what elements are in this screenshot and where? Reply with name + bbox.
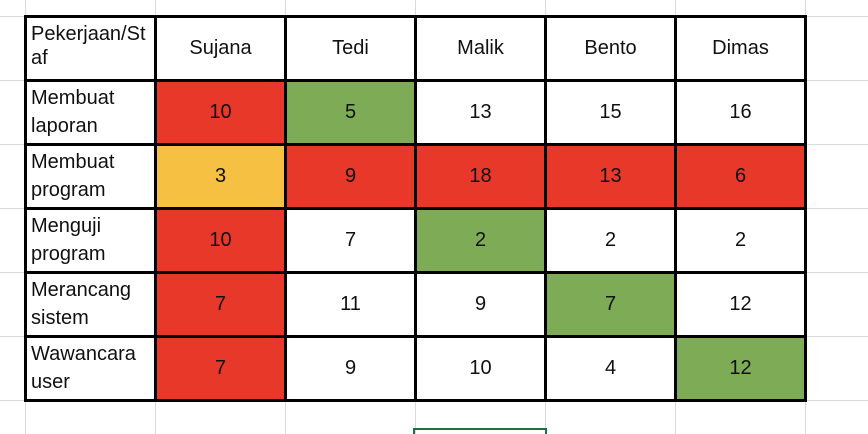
value-cell[interactable]: 12	[674, 335, 807, 402]
value-text: 13	[469, 101, 492, 123]
table-row: Merancang sistem 7 11 9 7 12	[24, 271, 807, 338]
value-cell[interactable]: 7	[154, 271, 287, 338]
value-text: 10	[209, 101, 232, 123]
column-header-malik[interactable]: Malik	[414, 15, 547, 82]
value-cell[interactable]: 7	[284, 207, 417, 274]
value-text: 9	[344, 165, 357, 187]
column-header-dimas[interactable]: Dimas	[674, 15, 807, 82]
column-header-label: Bento	[584, 37, 637, 59]
row-header-membuat-program[interactable]: Membuat program	[24, 143, 157, 210]
value-cell[interactable]: 10	[154, 79, 287, 146]
corner-header-text: Pekerjaan/Staf	[31, 23, 146, 69]
value-text: 10	[209, 229, 232, 251]
value-text: 10	[469, 357, 492, 379]
value-text: 6	[734, 165, 747, 187]
value-text: 18	[469, 165, 492, 187]
table-row: Membuat program 3 9 18 13 6	[24, 143, 807, 210]
value-text: 7	[604, 293, 617, 315]
value-text: 15	[599, 101, 622, 123]
column-header-label: Dimas	[712, 37, 769, 59]
corner-header-cell[interactable]: Pekerjaan/Staf	[24, 15, 157, 82]
value-cell[interactable]: 3	[154, 143, 287, 210]
value-cell[interactable]: 4	[544, 335, 677, 402]
value-cell[interactable]: 10	[154, 207, 287, 274]
value-cell[interactable]: 6	[674, 143, 807, 210]
column-header-tedi[interactable]: Tedi	[284, 15, 417, 82]
row-header-line: Wawancara	[31, 343, 136, 365]
row-header-line: program	[31, 243, 106, 265]
column-header-label: Malik	[457, 37, 504, 59]
selected-cell-outline[interactable]	[413, 428, 547, 434]
value-text: 2	[604, 229, 617, 251]
value-cell[interactable]: 13	[544, 143, 677, 210]
value-cell[interactable]: 10	[414, 335, 547, 402]
value-text: 13	[599, 165, 622, 187]
value-cell[interactable]: 11	[284, 271, 417, 338]
row-header-line: program	[31, 179, 106, 201]
value-cell[interactable]: 16	[674, 79, 807, 146]
row-header-line: Membuat	[31, 87, 115, 109]
header-row: Pekerjaan/Staf Sujana Tedi Malik Bento D…	[24, 15, 807, 82]
value-cell[interactable]: 13	[414, 79, 547, 146]
table-row: Menguji program 10 7 2 2 2	[24, 207, 807, 274]
value-text: 9	[344, 357, 357, 379]
row-header-line: laporan	[31, 115, 98, 137]
value-text: 9	[474, 293, 487, 315]
value-cell[interactable]: 7	[544, 271, 677, 338]
row-header-menguji-program[interactable]: Menguji program	[24, 207, 157, 274]
column-header-label: Tedi	[332, 37, 369, 59]
column-header-label: Sujana	[189, 37, 252, 59]
value-text: 7	[214, 293, 227, 315]
assignment-cost-table: Pekerjaan/Staf Sujana Tedi Malik Bento D…	[24, 15, 807, 402]
table-row: Wawancara user 7 9 10 4 12	[24, 335, 807, 402]
value-text: 7	[214, 357, 227, 379]
value-text: 12	[729, 293, 752, 315]
row-header-line: Membuat	[31, 151, 115, 173]
row-header-membuat-laporan[interactable]: Membuat laporan	[24, 79, 157, 146]
row-header-line: user	[31, 371, 70, 393]
value-text: 16	[729, 101, 752, 123]
row-header-line: sistem	[31, 307, 89, 329]
value-cell[interactable]: 9	[284, 335, 417, 402]
value-text: 12	[729, 357, 752, 379]
value-text: 11	[340, 293, 361, 315]
value-cell[interactable]: 7	[154, 335, 287, 402]
value-cell[interactable]: 2	[544, 207, 677, 274]
value-text: 5	[344, 101, 357, 123]
value-cell[interactable]: 2	[674, 207, 807, 274]
value-text: 2	[734, 229, 747, 251]
value-cell[interactable]: 9	[414, 271, 547, 338]
column-header-sujana[interactable]: Sujana	[154, 15, 287, 82]
value-cell[interactable]: 2	[414, 207, 547, 274]
value-cell[interactable]: 15	[544, 79, 677, 146]
value-text: 7	[344, 229, 357, 251]
value-cell[interactable]: 9	[284, 143, 417, 210]
row-header-wawancara-user[interactable]: Wawancara user	[24, 335, 157, 402]
table-row: Membuat laporan 10 5 13 15 16	[24, 79, 807, 146]
value-text: 4	[604, 357, 617, 379]
value-cell[interactable]: 5	[284, 79, 417, 146]
row-header-line: Merancang	[31, 279, 132, 301]
row-header-merancang-sistem[interactable]: Merancang sistem	[24, 271, 157, 338]
value-cell[interactable]: 12	[674, 271, 807, 338]
value-cell[interactable]: 18	[414, 143, 547, 210]
value-text: 2	[474, 229, 487, 251]
value-text: 3	[214, 165, 227, 187]
column-header-bento[interactable]: Bento	[544, 15, 677, 82]
row-header-line: Menguji	[31, 215, 102, 237]
